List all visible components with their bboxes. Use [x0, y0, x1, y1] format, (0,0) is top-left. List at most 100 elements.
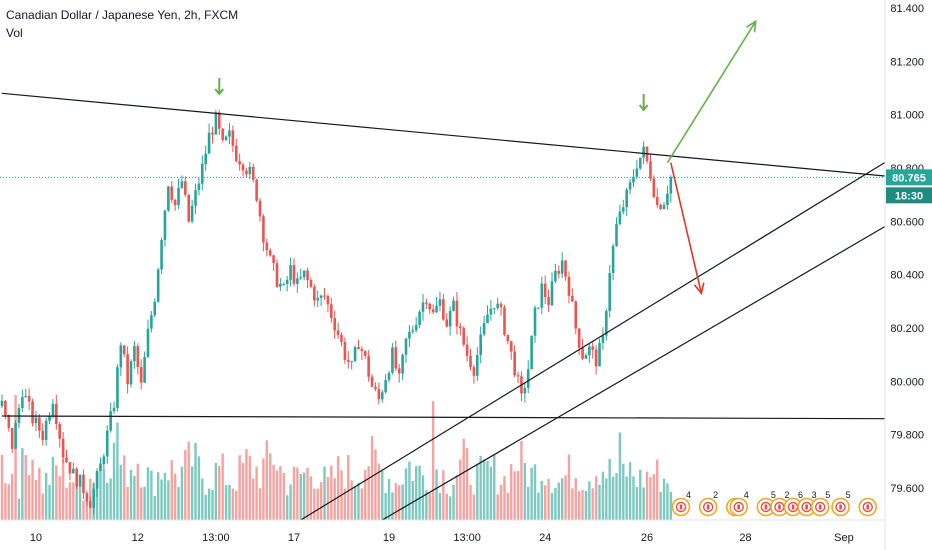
event-marker[interactable]: 4	[671, 490, 692, 517]
candle-body	[71, 468, 75, 474]
volume-bar	[160, 479, 163, 520]
candle-body	[635, 168, 639, 177]
candle-body	[262, 216, 265, 243]
candle-body	[194, 190, 197, 206]
time-tick-label: 28	[739, 532, 751, 544]
event-count: 6	[798, 490, 803, 500]
candle-body	[272, 255, 275, 264]
volume-bar	[469, 484, 472, 520]
volume-bar	[431, 401, 435, 520]
time-tick-label: 26	[641, 532, 653, 544]
candle-body	[31, 401, 34, 424]
candle-body	[102, 456, 106, 465]
volume-bar	[455, 475, 459, 520]
event-marker[interactable]: 5	[831, 490, 851, 517]
volume-bar	[547, 478, 550, 520]
candle-body	[455, 300, 459, 327]
trendline-descending-resistance	[1, 92, 885, 177]
volume-bar	[31, 459, 34, 520]
volume-bar	[608, 458, 611, 520]
candle-body	[187, 194, 191, 222]
volume-bar	[235, 490, 238, 520]
candle-body	[129, 361, 133, 385]
price-tick-label: 80.600	[890, 216, 924, 228]
arrow-bullish-projection	[666, 20, 757, 164]
volume-bar	[197, 456, 201, 520]
volume-bar	[343, 488, 347, 520]
candle-body	[126, 354, 129, 385]
candle-body	[21, 397, 24, 409]
volume-bar	[428, 493, 431, 520]
countdown-box	[886, 187, 932, 204]
candle-body	[438, 299, 442, 306]
candle-body	[584, 355, 588, 359]
volume-bar	[238, 455, 241, 520]
event-marker[interactable]: 2	[770, 490, 790, 517]
candle-body	[285, 279, 289, 284]
candle-body	[448, 310, 452, 327]
candle-body	[526, 369, 530, 388]
candle-body	[492, 308, 496, 310]
volume-bar	[272, 464, 275, 520]
candle-body	[459, 326, 462, 329]
event-marker[interactable]: 6	[783, 490, 804, 517]
event-count: 4	[686, 490, 691, 500]
flag-icon-center	[839, 504, 842, 510]
volume-indicator-label[interactable]: Vol	[6, 26, 23, 40]
candle-body	[574, 301, 578, 329]
volume-bar	[557, 482, 560, 520]
volume-bar	[231, 488, 235, 520]
volume-bar	[360, 488, 364, 520]
event-marker[interactable]	[858, 497, 878, 517]
candle-body	[231, 130, 235, 146]
candle-body	[523, 387, 527, 394]
flag-icon-center	[764, 504, 768, 510]
event-marker[interactable]: 4	[729, 490, 749, 517]
volume-bar	[516, 470, 520, 520]
candle-body	[241, 164, 245, 171]
volume-bar	[153, 495, 156, 520]
candle-body	[75, 468, 78, 487]
candle-body	[68, 462, 72, 474]
candle-body	[482, 323, 486, 335]
time-tick-label: 10	[30, 532, 42, 544]
time-tick-label: Sep	[834, 532, 854, 544]
volume-bar	[51, 456, 55, 520]
candle-body	[163, 210, 167, 240]
candle-body	[414, 325, 418, 331]
volume-bar	[112, 442, 116, 520]
candle-body	[180, 181, 184, 188]
volume-bar	[123, 455, 126, 520]
candle-body	[224, 136, 228, 140]
volume-bar	[659, 491, 662, 520]
candle-body	[560, 260, 564, 274]
candle-body	[139, 367, 143, 383]
candle-body	[411, 330, 415, 332]
candle-body	[150, 315, 153, 329]
event-marker[interactable]: 2	[698, 490, 719, 517]
candle-body	[350, 361, 353, 363]
candle-body	[594, 349, 598, 367]
candle-body	[55, 403, 58, 424]
volume-bar	[384, 493, 387, 520]
volume-bar	[414, 466, 418, 520]
candle-body	[662, 204, 666, 209]
volume-bar	[282, 472, 285, 520]
volume-bar	[289, 484, 292, 520]
volume-bar	[292, 466, 296, 520]
event-marker[interactable]: 5	[810, 490, 831, 517]
volume-bar	[527, 486, 530, 520]
volume-bar	[106, 482, 109, 520]
volume-bar	[632, 476, 635, 520]
time-tick-label: 13:00	[453, 532, 481, 544]
volume-bar	[411, 480, 414, 520]
flag-icon-center	[866, 504, 870, 510]
flag-icon-center	[679, 504, 683, 510]
volume-bar	[381, 470, 384, 520]
event-count: 5	[846, 490, 851, 500]
volume-bar	[499, 484, 503, 520]
flag-icon-center	[706, 504, 710, 510]
candle-body	[346, 359, 350, 362]
